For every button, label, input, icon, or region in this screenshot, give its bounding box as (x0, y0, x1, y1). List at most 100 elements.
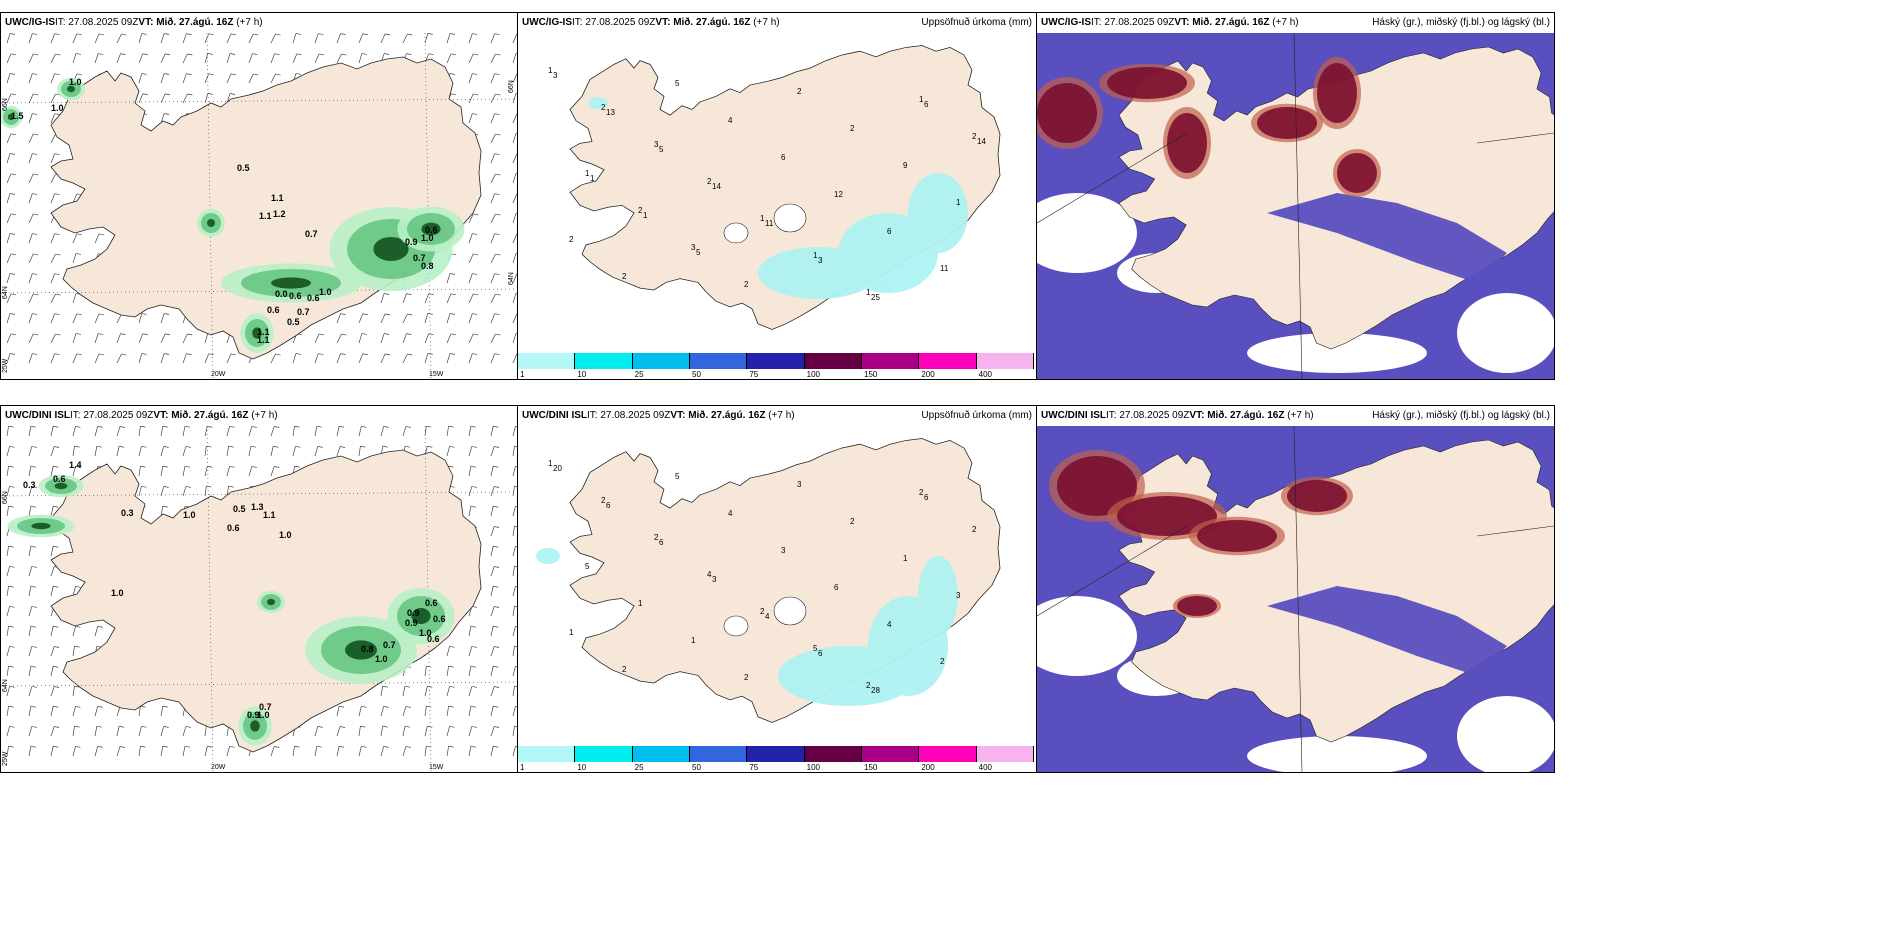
precip-value-label: 0.5 (233, 504, 246, 514)
precip-value-label: 2 (601, 496, 606, 505)
precip-value-label: 3 (553, 71, 558, 80)
precip-value-label: 0.7 (383, 640, 396, 650)
wind-precip-map-dini: UWC/DINI ISLIT: 27.08.2025 09ZVT: Mið. 2… (0, 405, 518, 773)
precip-areas (588, 97, 968, 299)
precip-value-label: 2 (972, 132, 977, 141)
cloud-cover-map-igis: UWC/IG-ISIT: 27.08.2025 09ZVT: Mið. 27.á… (1036, 12, 1555, 380)
map-canvas (1037, 33, 1554, 379)
colorbar-tick: 400 (978, 370, 993, 379)
precip-value-label: 2 (850, 517, 855, 526)
precip-value-label: 1.1 (263, 510, 276, 520)
precip-value-label: 0.6 (425, 598, 438, 608)
panel-header: UWC/DINI ISLIT: 27.08.2025 09ZVT: Mið. 2… (518, 406, 1036, 426)
precip-value-label: 6 (659, 538, 664, 547)
colorbar-tick: 50 (692, 763, 701, 772)
lead-time: (+7 h) (753, 17, 780, 28)
colorbar-tick: 400 (978, 763, 993, 772)
accumulated-precip-map-dini: UWC/DINI ISLIT: 27.08.2025 09ZVT: Mið. 2… (517, 405, 1037, 773)
colorbar-tick: 1 (520, 763, 525, 772)
precip-value-label: 1 (548, 459, 553, 468)
colorbar-tick: 200 (921, 763, 935, 772)
precip-value-label: 1 (813, 251, 818, 260)
field-title: Uppsöfnuð úrkoma (mm) (921, 17, 1032, 28)
precip-value-label: 3 (956, 591, 961, 600)
map-canvas: 1232111121232229122546126113135141132561… (548, 45, 1001, 330)
precip-value-label: 0.3 (23, 480, 36, 490)
precip-areas (7, 474, 455, 746)
high-cloud-areas (1037, 57, 1381, 197)
precip-value-label: 0.6 (307, 293, 320, 303)
precip-value-label: 2 (744, 673, 749, 682)
valid-time-label: VT: (655, 17, 671, 28)
precip-value-label: 0.9 (407, 608, 420, 618)
colorbar: 1 10 25 50 75 100 150 200 400 (518, 744, 1036, 772)
precip-value-label: 14 (712, 182, 721, 191)
colorbar-tick: 25 (634, 763, 644, 772)
colorbar-tick: 50 (692, 370, 701, 379)
precip-value-label: 2 (707, 177, 712, 186)
precip-value-label: 4 (728, 116, 733, 125)
precip-value-label: 0.5 (287, 317, 300, 327)
precip-value-label: 1 (691, 636, 696, 645)
precip-value-label: 0.5 (237, 163, 250, 173)
precip-value-label: 1.0 (183, 510, 196, 520)
lat-label: 66N (508, 80, 515, 93)
precip-value-label: 2 (654, 533, 659, 542)
precip-value-label: 1.0 (421, 233, 434, 243)
colorbar-segment (747, 746, 805, 762)
precip-value-label: 5 (696, 248, 701, 257)
precip-value-label: 0.7 (259, 702, 272, 712)
valid-time-label: VT: (153, 410, 169, 421)
precip-value-label: 1 (956, 198, 961, 207)
panel-header: UWC/IG-ISIT: 27.08.2025 09ZVT: Mið. 27.á… (518, 13, 1036, 33)
colorbar-segment (919, 746, 977, 762)
lead-time: (+7 h) (236, 17, 263, 28)
precip-value-label: 4 (728, 509, 733, 518)
precip-value-label: 1 (903, 554, 908, 563)
colorbar-segment (976, 746, 1034, 762)
lat-label: 64N (508, 272, 515, 285)
precip-value-label: 0.3 (121, 508, 134, 518)
precip-value-label: 1 (590, 174, 595, 183)
precip-value-label: 3 (781, 546, 786, 555)
wind-precip-map-igis: UWC/IG-ISIT: 27.08.2025 09ZVT: Mið. 27.á… (0, 12, 518, 380)
lon-label: 20W (211, 764, 226, 771)
precip-value-label: 1.0 (257, 710, 270, 720)
precip-value-label: 2 (601, 103, 606, 112)
colorbar-tick: 150 (864, 763, 878, 772)
precip-value-label: 4 (887, 620, 892, 629)
precip-value-label: 1.5 (11, 111, 24, 121)
lat-label: 25W (2, 358, 9, 373)
valid-time: Mið. 27.ágú. 16Z (171, 410, 249, 421)
valid-time-label: VT: (1189, 410, 1205, 421)
precip-value-label: 1.0 (375, 654, 388, 664)
precip-value-label: 11 (765, 219, 774, 228)
precip-value-label: 2 (638, 206, 643, 215)
lat-label: 64N (2, 679, 9, 692)
precip-value-label: 1 (585, 169, 590, 178)
lead-time: (+7 h) (768, 410, 795, 421)
precip-value-label: 5 (675, 79, 680, 88)
precip-value-label: 9 (903, 161, 908, 170)
colorbar-segment (919, 353, 977, 369)
precip-value-label: 5 (813, 644, 818, 653)
precip-value-label: 1.2 (273, 209, 286, 219)
lat-label: 66N (2, 491, 9, 504)
precip-value-label: 2 (850, 124, 855, 133)
lat-label: 25W (2, 751, 9, 766)
precip-value-label: 1.1 (257, 335, 270, 345)
model-name: UWC/IG-IS (5, 17, 55, 28)
precip-value-label: 2 (797, 87, 802, 96)
lead-time: (+7 h) (1287, 410, 1314, 421)
precip-value-label: 1.1 (271, 193, 284, 203)
precip-areas (1, 77, 465, 353)
colorbar-segment (804, 746, 862, 762)
precip-value-label: 0.9 (405, 618, 418, 628)
precip-value-label: 1 (569, 628, 574, 637)
precip-value-label: 1 (866, 288, 871, 297)
precip-value-label: 2 (760, 607, 765, 616)
colorbar-tick: 150 (864, 370, 878, 379)
colorbar-tick: 100 (806, 763, 821, 772)
precip-value-label: 1.0 (279, 530, 292, 540)
